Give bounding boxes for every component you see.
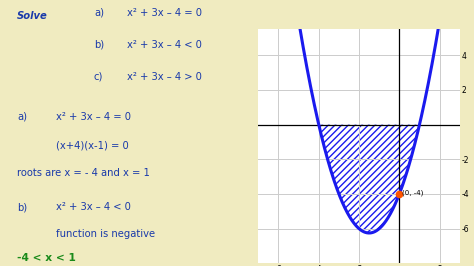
Text: function is negative: function is negative: [55, 229, 155, 239]
Text: a): a): [17, 112, 27, 122]
Text: (x+4)(x-1) = 0: (x+4)(x-1) = 0: [55, 141, 128, 151]
Text: b): b): [94, 40, 104, 50]
Text: a): a): [94, 8, 104, 18]
Text: x² + 3x – 4 < 0: x² + 3x – 4 < 0: [55, 202, 130, 212]
Text: -4 < x < 1: -4 < x < 1: [17, 253, 76, 263]
Text: (0, -4): (0, -4): [402, 190, 424, 196]
Text: Solve: Solve: [17, 11, 48, 21]
Text: c): c): [94, 72, 103, 82]
Text: x² + 3x – 4 = 0: x² + 3x – 4 = 0: [127, 8, 202, 18]
Text: x² + 3x – 4 = 0: x² + 3x – 4 = 0: [55, 112, 130, 122]
Text: b): b): [17, 202, 27, 212]
Text: x² + 3x – 4 < 0: x² + 3x – 4 < 0: [127, 40, 202, 50]
Text: roots are x = - 4 and x = 1: roots are x = - 4 and x = 1: [17, 168, 150, 178]
Text: x² + 3x – 4 > 0: x² + 3x – 4 > 0: [127, 72, 202, 82]
